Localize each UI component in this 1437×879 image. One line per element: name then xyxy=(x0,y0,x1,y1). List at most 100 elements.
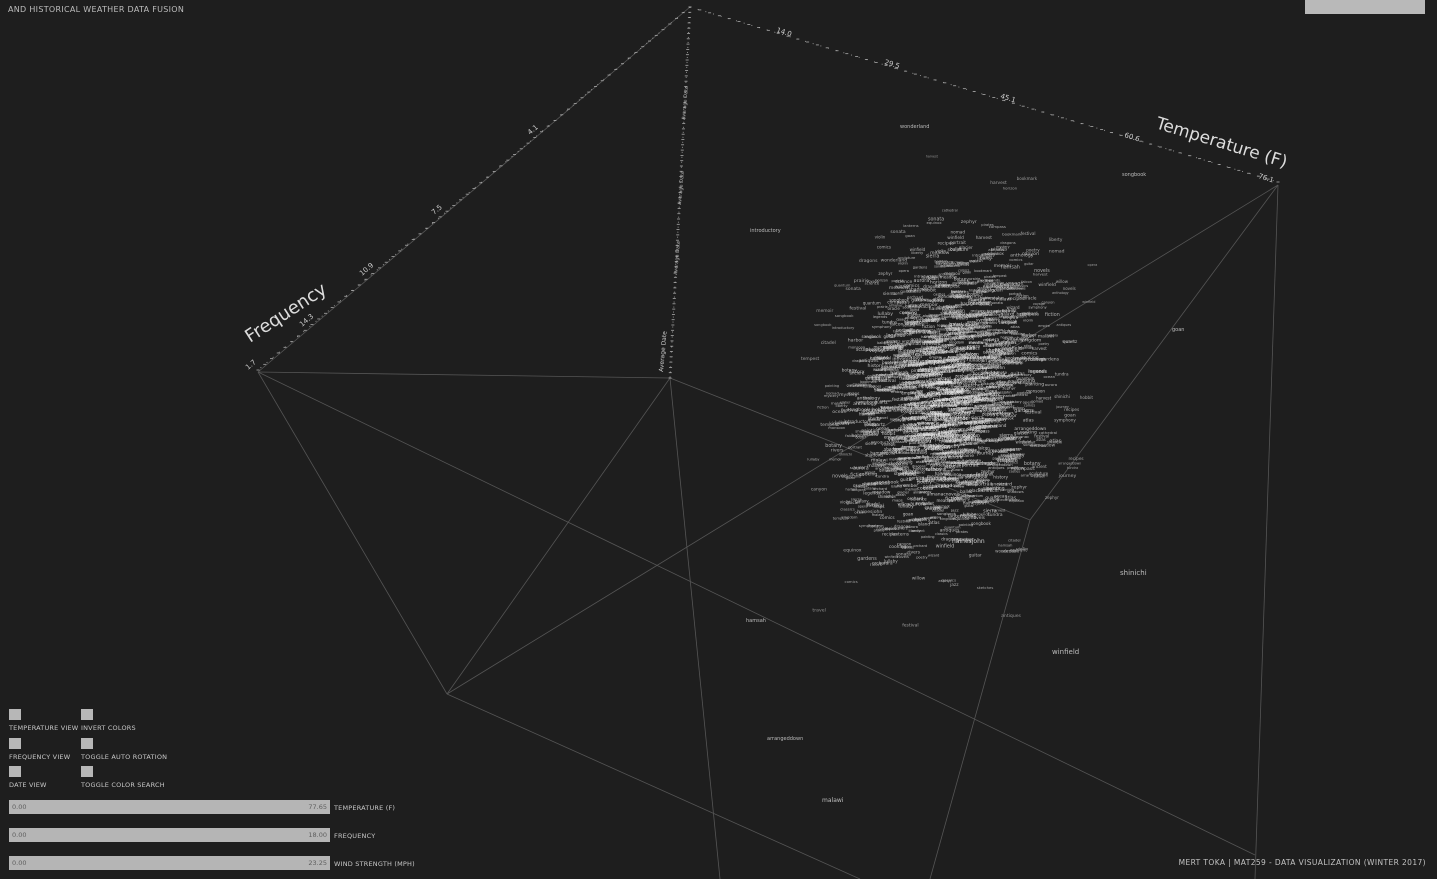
word-cloud-item: legends xyxy=(975,512,990,516)
word-cloud-item: horizon xyxy=(930,279,947,285)
frequency-view-toggle[interactable] xyxy=(9,738,23,750)
word-cloud-item: sculpture xyxy=(940,423,955,427)
word-cloud-item: violin xyxy=(1023,318,1034,323)
word-cloud-item: hamsah xyxy=(935,259,948,263)
word-cloud-item: sketches xyxy=(902,351,920,356)
top-right-panel[interactable] xyxy=(1305,0,1425,14)
word-cloud-item: comics xyxy=(889,339,901,343)
word-cloud-item: lullaby xyxy=(911,322,924,326)
word-cloud-item: winfield xyxy=(1038,282,1056,288)
word-cloud-item: quantum xyxy=(956,345,976,351)
word-cloud-item: portrait xyxy=(947,464,962,469)
temperature-view-toggle[interactable] xyxy=(9,709,23,721)
word-cloud-item: shadows xyxy=(937,434,954,439)
word-cloud-item: hainesjohn xyxy=(948,356,968,360)
checkbox[interactable] xyxy=(81,766,93,777)
word-cloud-item: compass xyxy=(989,224,1006,229)
word-cloud-item: tundra xyxy=(876,474,889,479)
wind-strength-slider-label: WIND STRENGTH (MPH) xyxy=(334,860,415,868)
checkbox[interactable] xyxy=(81,709,93,720)
word-cloud-item: hobbit xyxy=(938,358,952,363)
word-cloud-item: fiction xyxy=(895,361,907,365)
word-cloud-item: willow xyxy=(1056,279,1069,284)
word-cloud-item: nomad xyxy=(876,528,887,532)
word-cloud-item: willow xyxy=(974,403,986,408)
word-cloud-item: voyage xyxy=(884,495,896,499)
word-cloud-item: guitar xyxy=(900,477,913,483)
word-cloud-item: symphony xyxy=(984,417,1007,423)
checkbox[interactable] xyxy=(9,738,21,749)
word-cloud-item: ember xyxy=(891,389,904,394)
word-cloud-item: botany xyxy=(825,443,842,449)
checkbox[interactable] xyxy=(9,709,21,720)
word-cloud-item: goan xyxy=(923,485,933,490)
word-cloud-item: wonderland xyxy=(938,294,962,299)
word-cloud-item: malawi xyxy=(969,258,983,263)
word-cloud-item: novels xyxy=(1000,404,1016,410)
word-cloud-item: island xyxy=(927,346,936,350)
word-cloud-item: island xyxy=(1004,448,1015,452)
word-cloud-item: opera xyxy=(940,380,952,385)
word-cloud-item: travel xyxy=(943,421,956,427)
temperature-range-slider[interactable]: 0.00 77.65 xyxy=(9,800,330,814)
word-cloud-item: zephyr xyxy=(983,338,995,342)
word-cloud-item: canyon xyxy=(880,399,892,403)
word-cloud-item: horizon xyxy=(965,399,981,404)
word-cloud-item: legends xyxy=(873,315,888,319)
word-cloud-item: shadows xyxy=(965,397,984,403)
word-cloud-item: nomad xyxy=(1031,400,1043,404)
word-cloud-item: galaxy xyxy=(1013,406,1024,410)
word-cloud-item: empire xyxy=(1003,315,1019,321)
word-cloud-item: recipes xyxy=(971,308,985,313)
word-cloud-item: sonata xyxy=(896,551,911,557)
word-cloud-item: wonderland xyxy=(964,461,992,467)
wind-strength-range-slider[interactable]: 0.00 23.25 xyxy=(9,856,330,870)
word-cloud-item: ballet xyxy=(989,361,1001,367)
word-cloud-item: quantum xyxy=(983,310,997,314)
word-cloud-item: lanterns xyxy=(976,478,990,482)
word-cloud-item: dragons xyxy=(912,465,926,469)
word-cloud-item: science xyxy=(911,496,928,502)
word-cloud-item: horizon xyxy=(922,383,935,387)
date-view-toggle[interactable] xyxy=(9,766,23,778)
word-cloud-item: painting xyxy=(909,440,926,445)
word-cloud-item: harvest xyxy=(894,360,908,364)
word-cloud-item: painting xyxy=(876,373,893,378)
frequency-axis: 1.7 14.3 10.9 7.5 4.1 Frequency xyxy=(241,123,540,371)
word-cloud-item: songbook xyxy=(862,334,882,339)
word-cloud-item: empire xyxy=(911,415,926,421)
word-cloud-item: wonderland xyxy=(954,437,981,443)
frequency-range-slider[interactable]: 0.00 18.00 xyxy=(9,828,330,842)
word-cloud-item: arrangeddown xyxy=(923,379,951,384)
word-cloud-item: festival xyxy=(961,327,974,331)
word-cloud-item: ancient xyxy=(947,264,961,268)
word-cloud-item: classics xyxy=(941,578,956,583)
word-cloud-item: ballet xyxy=(910,409,920,413)
word-cloud-item: wizard xyxy=(934,399,948,404)
word-cloud-item: portrait xyxy=(934,316,948,320)
word-cloud-item: ballet xyxy=(877,341,887,345)
word-cloud-item: opera xyxy=(910,308,919,312)
word-cloud-item: painting xyxy=(959,523,974,527)
invert-colors-toggle[interactable] xyxy=(81,709,95,721)
checkbox[interactable] xyxy=(9,766,21,777)
word-cloud-item: malawi xyxy=(997,351,1011,356)
word-cloud-item: oracle xyxy=(924,352,936,356)
word-cloud-item: travel xyxy=(812,607,826,613)
word-cloud-item: mystery xyxy=(964,451,980,455)
checkbox[interactable] xyxy=(81,738,93,749)
word-cloud-item: portrait xyxy=(1017,391,1031,395)
word-cloud-item: travel xyxy=(914,404,925,408)
auto-rotation-label: TOGGLE AUTO ROTATION xyxy=(81,753,168,761)
word-cloud-item: ember xyxy=(955,415,970,421)
word-cloud-item: equinox xyxy=(969,313,982,317)
word-cloud-item: lullaby xyxy=(921,346,937,352)
word-cloud-item: ballet xyxy=(916,454,928,460)
word-cloud-item: opera xyxy=(911,363,920,367)
color-search-toggle[interactable] xyxy=(81,766,95,778)
word-cloud-item: painting xyxy=(825,384,839,388)
word-cloud-item: willow xyxy=(927,391,941,397)
auto-rotation-toggle[interactable] xyxy=(81,738,95,750)
